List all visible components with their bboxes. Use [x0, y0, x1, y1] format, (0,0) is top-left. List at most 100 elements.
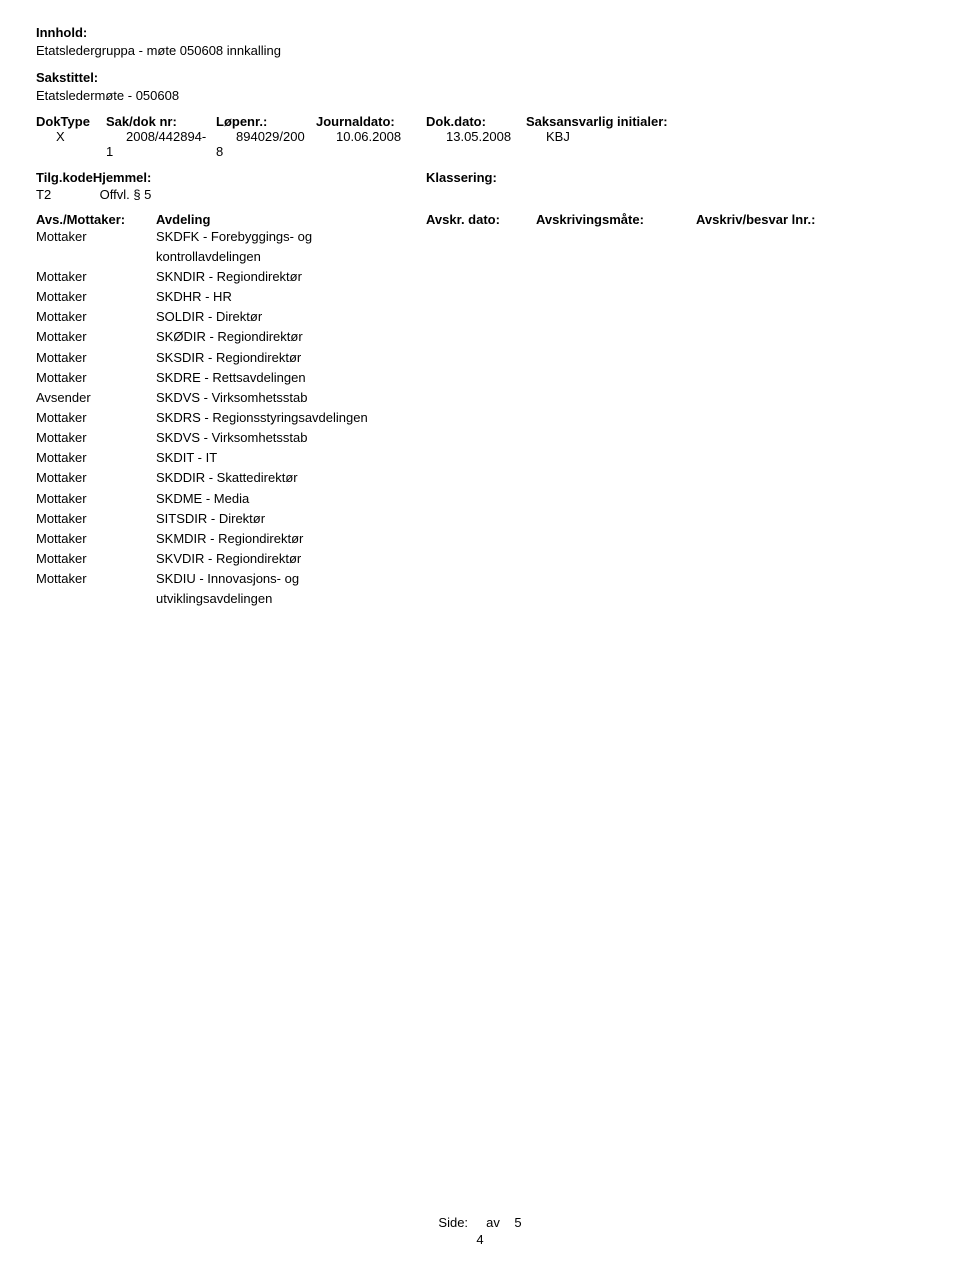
- party-dept: SKDRE - Rettsavdelingen: [156, 368, 386, 388]
- party-role: Mottaker: [36, 287, 156, 307]
- party-row: MottakerSKNDIR - Regiondirektør: [36, 267, 924, 287]
- value-sakdoknr-line1: 2008/442894-: [126, 129, 236, 144]
- party-dept: SKMDIR - Regiondirektør: [156, 529, 386, 549]
- header-dokdato: Dok.dato:: [426, 114, 526, 129]
- tilg-header-left: Tilg.kodeHjemmel:: [36, 169, 426, 187]
- party-role: Mottaker: [36, 448, 156, 468]
- value-doktype-empty: [36, 144, 106, 159]
- party-dept: SKØDIR - Regiondirektør: [156, 327, 386, 347]
- party-dept: SKDHR - HR: [156, 287, 386, 307]
- party-role: Mottaker: [36, 227, 156, 267]
- party-dept: SKDIU - Innovasjons- og utviklingsavdeli…: [156, 569, 386, 609]
- party-row: MottakerSKDDIR - Skattedirektør: [36, 468, 924, 488]
- party-role: Mottaker: [36, 529, 156, 549]
- party-role: Mottaker: [36, 408, 156, 428]
- party-dept: SKDFK - Forebyggings- og kontrollavdelin…: [156, 227, 386, 267]
- party-dept: SITSDIR - Direktør: [156, 509, 386, 529]
- party-row: AvsenderSKDVS - Virksomhetsstab: [36, 388, 924, 408]
- party-role: Mottaker: [36, 267, 156, 287]
- party-row: MottakerSKSDIR - Regiondirektør: [36, 348, 924, 368]
- party-row: MottakerSKVDIR - Regiondirektør: [36, 549, 924, 569]
- party-dept: SKDVS - Virksomhetsstab: [156, 428, 386, 448]
- party-row: MottakerSKDRE - Rettsavdelingen: [36, 368, 924, 388]
- tilgkode-value: T2: [36, 187, 96, 202]
- hjemmel-label: Hjemmel:: [93, 170, 152, 185]
- header-doktype: DokType: [36, 114, 106, 129]
- party-row: MottakerSITSDIR - Direktør: [36, 509, 924, 529]
- avs-block: Avs./Mottaker: Avdeling Avskr. dato: Avs…: [36, 212, 924, 610]
- header-saksansvarlig: Saksansvarlig initialer:: [526, 114, 766, 129]
- party-dept: SKDME - Media: [156, 489, 386, 509]
- tilg-header-row: Tilg.kodeHjemmel: Klassering:: [36, 169, 924, 187]
- party-dept: SKDIT - IT: [156, 448, 386, 468]
- party-row: MottakerSKDIT - IT: [36, 448, 924, 468]
- sakstittel-block: Sakstittel: Etatsledermøte - 050608: [36, 69, 924, 104]
- side-label: Side:: [438, 1215, 468, 1230]
- party-dept: SKVDIR - Regiondirektør: [156, 549, 386, 569]
- innhold-block: Innhold: Etatsledergruppa - møte 050608 …: [36, 24, 924, 59]
- sakstittel-text: Etatsledermøte - 050608: [36, 87, 924, 105]
- party-row: MottakerSKDME - Media: [36, 489, 924, 509]
- header-sakdoknr: Sak/dok nr:: [106, 114, 216, 129]
- party-dept: SKSDIR - Regiondirektør: [156, 348, 386, 368]
- hjemmel-value: Offvl. § 5: [100, 187, 152, 202]
- parties-list: MottakerSKDFK - Forebyggings- og kontrol…: [36, 227, 924, 610]
- avs-header-row: Avs./Mottaker: Avdeling Avskr. dato: Avs…: [36, 212, 924, 227]
- party-dept: SKNDIR - Regiondirektør: [156, 267, 386, 287]
- tilg-value-left: T2 Offvl. § 5: [36, 187, 426, 202]
- current-page: 4: [0, 1232, 960, 1247]
- avdeling-label: Avdeling: [156, 212, 426, 227]
- party-row: MottakerSKDFK - Forebyggings- og kontrol…: [36, 227, 924, 267]
- av-label: av: [486, 1215, 500, 1230]
- party-role: Mottaker: [36, 428, 156, 448]
- tilg-value-row: T2 Offvl. § 5: [36, 187, 924, 202]
- party-dept: SKDDIR - Skattedirektør: [156, 468, 386, 488]
- innhold-text: Etatsledergruppa - møte 050608 innkallin…: [36, 42, 924, 60]
- tilgkode-label: Tilg.kode: [36, 170, 93, 185]
- party-role: Mottaker: [36, 489, 156, 509]
- klassering-value: [426, 187, 924, 202]
- footer-side-line: Side: av 5: [438, 1215, 521, 1230]
- meta-headers: DokType Sak/dok nr: Løpenr.: Journaldato…: [36, 114, 924, 129]
- header-journaldato: Journaldato:: [316, 114, 426, 129]
- total-pages: 5: [514, 1215, 521, 1230]
- klassering-label: Klassering:: [426, 169, 924, 187]
- party-role: Mottaker: [36, 569, 156, 609]
- value-dokdato: 13.05.2008: [446, 129, 546, 144]
- innhold-label: Innhold:: [36, 24, 924, 42]
- value-sakdoknr-line2: 1: [106, 144, 216, 159]
- avskrdato-label: Avskr. dato:: [426, 212, 536, 227]
- value-saksansvarlig: KBJ: [546, 129, 786, 144]
- party-role: Avsender: [36, 388, 156, 408]
- party-dept: SKDVS - Virksomhetsstab: [156, 388, 386, 408]
- party-role: Mottaker: [36, 348, 156, 368]
- party-role: Mottaker: [36, 468, 156, 488]
- party-dept: SOLDIR - Direktør: [156, 307, 386, 327]
- value-journaldato: 10.06.2008: [336, 129, 446, 144]
- party-role: Mottaker: [36, 327, 156, 347]
- meta-values-row2: 1 8: [36, 144, 924, 159]
- party-row: MottakerSKMDIR - Regiondirektør: [36, 529, 924, 549]
- party-dept: SKDRS - Regionsstyringsavdelingen: [156, 408, 386, 428]
- party-role: Mottaker: [36, 549, 156, 569]
- document-page: Innhold: Etatsledergruppa - møte 050608 …: [0, 0, 960, 1287]
- party-row: MottakerSOLDIR - Direktør: [36, 307, 924, 327]
- party-role: Mottaker: [36, 509, 156, 529]
- party-row: MottakerSKDHR - HR: [36, 287, 924, 307]
- meta-block: DokType Sak/dok nr: Løpenr.: Journaldato…: [36, 114, 924, 159]
- avskrivingsmate-label: Avskrivingsmåte:: [536, 212, 696, 227]
- value-doktype: X: [36, 129, 126, 144]
- party-row: MottakerSKDRS - Regionsstyringsavdelinge…: [36, 408, 924, 428]
- sakstittel-label: Sakstittel:: [36, 69, 924, 87]
- avskrivbesvarlnr-label: Avskriv/besvar lnr.:: [696, 212, 924, 227]
- party-role: Mottaker: [36, 368, 156, 388]
- party-row: MottakerSKDIU - Innovasjons- og utviklin…: [36, 569, 924, 609]
- tilg-block: Tilg.kodeHjemmel: Klassering: T2 Offvl. …: [36, 169, 924, 202]
- party-row: MottakerSKØDIR - Regiondirektør: [36, 327, 924, 347]
- value-lopenr-line2: 8: [216, 144, 316, 159]
- header-lopenr: Løpenr.:: [216, 114, 316, 129]
- page-footer: Side: av 5 4: [0, 1215, 960, 1247]
- meta-values-row1: X 2008/442894- 894029/200 10.06.2008 13.…: [36, 129, 924, 144]
- party-row: MottakerSKDVS - Virksomhetsstab: [36, 428, 924, 448]
- party-role: Mottaker: [36, 307, 156, 327]
